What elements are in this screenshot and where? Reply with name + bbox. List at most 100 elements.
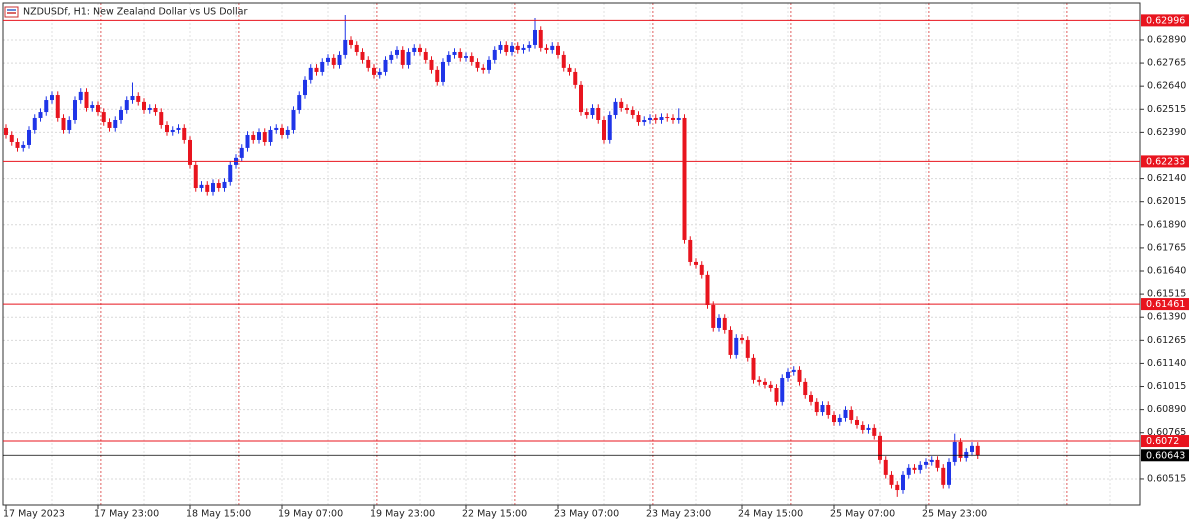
candle-body [688, 239, 693, 262]
candle-body [567, 67, 572, 72]
candle-body [515, 45, 520, 50]
candle-body [176, 127, 181, 130]
candle-body [50, 95, 54, 101]
candle-body [130, 95, 135, 101]
candle-body [630, 110, 635, 116]
candle-body [883, 459, 888, 475]
y-tick-label: 0.60765 [1147, 427, 1186, 438]
candle-body [527, 44, 532, 48]
candle-body [27, 129, 31, 145]
candle-body [113, 119, 118, 128]
candle-body [142, 101, 146, 111]
candle-body [165, 124, 169, 133]
candle-body [96, 105, 100, 113]
candle-body [625, 107, 629, 111]
candle-body [418, 47, 422, 52]
candle-body [780, 378, 785, 402]
level-label: 0.62996 [1146, 15, 1185, 26]
candle-body [84, 91, 89, 108]
candle-body [147, 107, 152, 111]
candle-body [222, 181, 227, 189]
candle-body [377, 71, 382, 75]
candle-body [763, 381, 767, 385]
candle-body [498, 44, 503, 50]
candle-body [901, 474, 905, 491]
candle-body [544, 47, 549, 50]
candle-body [952, 441, 957, 462]
candle-body [550, 45, 555, 50]
candle-body [797, 369, 802, 382]
x-tick-label: 23 May 23:00 [646, 509, 711, 520]
candle-body [584, 112, 589, 116]
y-tick-label: 0.61765 [1147, 242, 1186, 253]
candle-body [826, 405, 831, 415]
candle-body [412, 47, 417, 52]
candle-body [280, 127, 284, 135]
chart-title: NZDUSDf, H1: New Zealand Dollar vs US Do… [23, 7, 247, 18]
candle-body [331, 57, 336, 65]
candle-body [832, 414, 836, 423]
candle-body [291, 110, 296, 130]
candle-body [481, 67, 486, 70]
candle-body [636, 115, 641, 123]
candle-body [61, 117, 66, 130]
candle-body [107, 122, 112, 128]
candle-body [906, 467, 911, 475]
candle-body [21, 144, 26, 148]
candle-body [354, 44, 359, 52]
candle-body [205, 184, 210, 192]
candle-body [556, 45, 560, 55]
candle-body [303, 79, 307, 96]
candle-body [38, 112, 43, 118]
candle-body [15, 141, 20, 148]
candle-body [803, 381, 808, 396]
icon-frame [4, 6, 19, 18]
x-tick-label: 24 May 15:00 [738, 509, 803, 520]
y-tick-label: 0.62140 [1147, 173, 1186, 184]
candle-body [791, 369, 796, 372]
candle-body [878, 435, 882, 460]
y-tick-label: 0.61640 [1147, 266, 1186, 277]
candle-body [446, 54, 451, 62]
candle-body [671, 117, 675, 120]
y-tick-label: 0.62515 [1147, 104, 1186, 115]
candle-body [32, 117, 37, 130]
candle-body [458, 51, 463, 58]
candle-body [469, 56, 474, 62]
candle-body [67, 119, 72, 130]
candle-body [561, 54, 566, 68]
candle-body [843, 409, 848, 418]
candle-body [9, 134, 14, 142]
y-tick-label: 0.61515 [1147, 289, 1186, 300]
x-tick-label: 17 May 2023 [3, 509, 65, 520]
candle-body [590, 107, 595, 116]
candle-body [182, 127, 187, 140]
y-tick-label: 0.62640 [1147, 81, 1186, 92]
candle-body [722, 317, 727, 330]
candle-body [837, 417, 842, 423]
candle-body [935, 459, 940, 468]
candle-body [406, 51, 411, 65]
level-label-box [1141, 298, 1189, 311]
candle-body [711, 305, 716, 328]
candle-body [947, 461, 951, 485]
candle-body [262, 132, 267, 142]
candle-body [694, 261, 698, 265]
candle-body [573, 71, 578, 85]
candle-body [941, 467, 946, 485]
candle-body [613, 101, 618, 116]
x-tick-label: 19 May 23:00 [370, 509, 435, 520]
candle-body [860, 424, 865, 430]
candle-body [429, 59, 434, 70]
candle-body [809, 395, 813, 402]
candle-body [78, 91, 83, 101]
candle-body [308, 67, 313, 80]
candle-body [653, 117, 658, 120]
x-tick-label: 19 May 07:00 [278, 509, 343, 520]
candle-body [475, 61, 480, 68]
candle-body [510, 45, 514, 52]
candle-body [504, 44, 509, 52]
candle-body [199, 184, 204, 189]
candle-body [929, 459, 934, 462]
